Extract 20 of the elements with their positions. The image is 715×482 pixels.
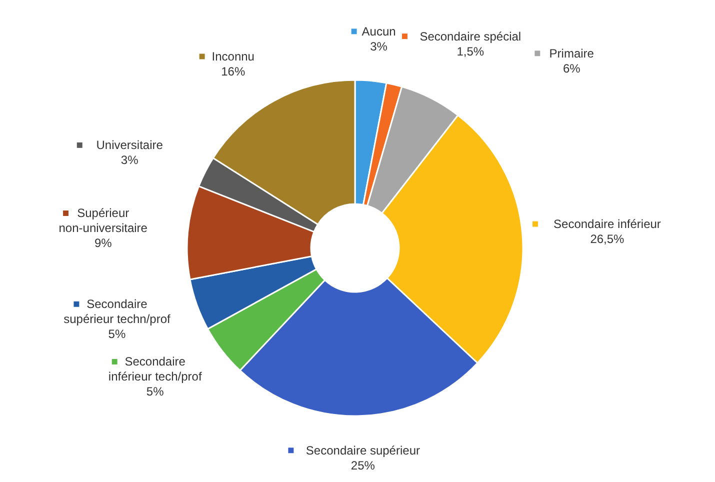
data-label: 1,5% — [456, 44, 484, 58]
data-label: 9% — [94, 236, 112, 250]
legend-label: Secondaire supérieur — [306, 443, 420, 458]
legend-label: Aucun — [362, 24, 396, 38]
legend-label: Secondaire supérieur techn/prof — [64, 297, 171, 326]
legend-label: Supérieur non-universitaire — [58, 206, 148, 236]
data-label: 3% — [120, 153, 139, 168]
legend-label: Secondaire inférieur — [554, 217, 661, 232]
legend-label: Inconnu — [212, 49, 254, 64]
data-label: 6% — [562, 61, 581, 76]
data-label: 5% — [146, 384, 164, 399]
data-label: 25% — [350, 458, 376, 472]
data-label: 16% — [221, 64, 246, 78]
legend-label: Universitaire — [96, 138, 164, 152]
legend-label: Secondaire spécial — [420, 29, 522, 44]
data-label: 26,5% — [590, 232, 625, 246]
data-label: 5% — [108, 327, 126, 342]
data-label: 3% — [370, 39, 388, 54]
legend-label: Secondaire inférieur tech/prof — [108, 354, 202, 384]
legend-label: Primaire — [549, 46, 594, 60]
